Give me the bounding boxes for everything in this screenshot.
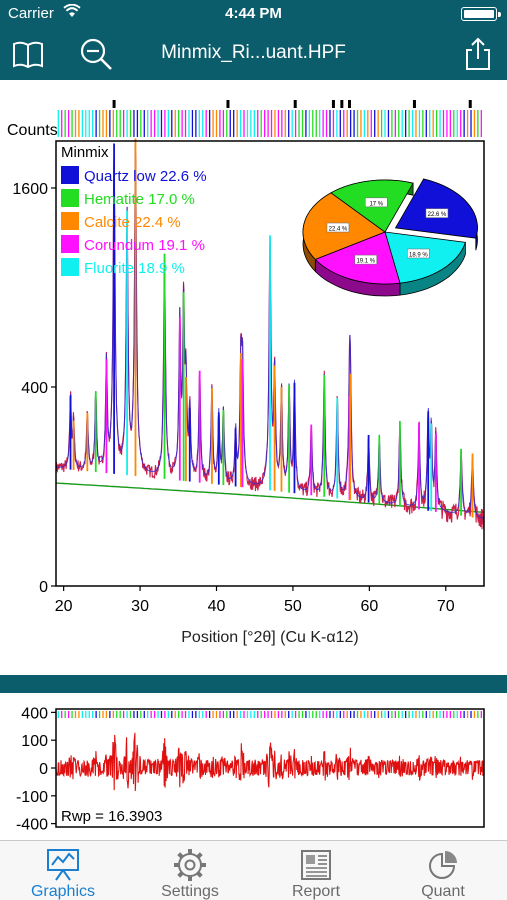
tab-label: Graphics bbox=[30, 883, 96, 900]
wifi-icon bbox=[63, 4, 81, 17]
report-icon bbox=[301, 850, 331, 880]
diffraction-pattern-chart[interactable]: Counts 0 400 1600 20 30 40 50 60 70 Minmix Quar… bbox=[0, 80, 507, 675]
residual-y-ticks: 400 100 0 -100 -400 bbox=[16, 705, 56, 834]
document-title: Minmix_Ri...uant.HPF bbox=[161, 42, 346, 63]
tab-label: Settings bbox=[161, 883, 219, 900]
residual-y-tick-label: 100 bbox=[21, 733, 48, 750]
legend-swatch bbox=[61, 258, 79, 276]
share-icon[interactable] bbox=[460, 36, 496, 72]
pie-label-box bbox=[326, 222, 350, 233]
pie-slice-label: 22.6 % bbox=[428, 212, 447, 218]
tab-label: Report bbox=[291, 883, 341, 900]
x-tick-label: 70 bbox=[437, 598, 455, 615]
tab-bar: Graphics Settings Report bbox=[0, 840, 507, 900]
x-axis-ticks: 20 30 40 50 60 70 bbox=[55, 586, 455, 615]
pie-slice-label: 18.9 % bbox=[409, 252, 428, 258]
pie-chart-icon bbox=[429, 851, 457, 879]
legend-entry: Calcite 22.4 % bbox=[84, 214, 181, 231]
pie-label-box bbox=[407, 248, 430, 259]
legend-swatch bbox=[61, 212, 79, 230]
legend-entry: Corundum 19.1 % bbox=[84, 237, 205, 254]
residual-y-tick-label: 400 bbox=[21, 705, 48, 722]
residual-y-tick-label: -400 bbox=[16, 817, 48, 834]
reflection-markers bbox=[57, 100, 482, 137]
pie-slice-label: 19.1 % bbox=[356, 259, 375, 265]
residual-y-tick-label: -100 bbox=[16, 789, 48, 806]
residual-line bbox=[55, 732, 485, 792]
residual-trace bbox=[55, 732, 485, 792]
legend-swatch bbox=[61, 189, 79, 207]
pie-label-box bbox=[365, 197, 388, 208]
pie-label-box bbox=[425, 208, 449, 218]
clock: 4:44 PM bbox=[225, 5, 282, 22]
tab-settings[interactable]: Settings bbox=[127, 841, 253, 900]
pie-label-box bbox=[354, 254, 378, 265]
gear-icon bbox=[174, 849, 206, 881]
x-tick-label: 30 bbox=[131, 598, 149, 615]
phase-legend: Minmix Quartz low 22.6 % Hematite 17.0 % C… bbox=[61, 144, 207, 277]
residual-y-tick-label: 0 bbox=[39, 761, 48, 778]
reflection-markers-residual bbox=[57, 711, 482, 718]
plot-frame bbox=[55, 140, 485, 587]
residual-chart[interactable]: 400 100 0 -100 -400 Rwp = 16.3903 bbox=[0, 693, 507, 840]
y-axis-ticks: 0 400 1600 bbox=[12, 181, 56, 596]
pie-slice-label: 17 % bbox=[369, 201, 383, 207]
y-tick-label: 0 bbox=[39, 579, 48, 596]
legend-title: Minmix bbox=[61, 144, 109, 161]
legend-entry: Hematite 17.0 % bbox=[84, 191, 195, 208]
tab-report[interactable]: Report bbox=[253, 841, 379, 900]
x-tick-label: 20 bbox=[55, 598, 73, 615]
y-tick-label: 400 bbox=[21, 380, 48, 397]
navigation-bar: Minmix_Ri...uant.HPF bbox=[0, 28, 507, 80]
status-bar: Carrier 4:44 PM bbox=[0, 0, 507, 28]
legend-entry: Fluorite 18.9 % bbox=[84, 260, 185, 277]
tab-graphics[interactable]: Graphics bbox=[0, 841, 126, 900]
phase-pie-chart: 22.6 % 18.9 % 19.1 % 22.4 % 17 % bbox=[302, 178, 478, 297]
graphics-icon bbox=[47, 849, 79, 881]
y-tick-label: 1600 bbox=[12, 181, 48, 198]
y-axis-label: Counts bbox=[7, 122, 58, 139]
carrier-label: Carrier bbox=[8, 5, 54, 22]
tab-quant[interactable]: Quant bbox=[380, 841, 506, 900]
residual-frame bbox=[55, 708, 485, 828]
tab-label: Quant bbox=[421, 883, 465, 900]
x-tick-label: 50 bbox=[284, 598, 302, 615]
plot-divider[interactable] bbox=[0, 675, 507, 693]
x-axis-label: Position [°2θ] (Cu K-α12) bbox=[181, 629, 359, 646]
x-tick-label: 60 bbox=[360, 598, 378, 615]
legend-swatch bbox=[61, 235, 79, 253]
x-tick-label: 40 bbox=[208, 598, 226, 615]
zoom-out-icon[interactable] bbox=[78, 36, 114, 72]
legend-entry: Quartz low 22.6 % bbox=[84, 168, 207, 185]
book-icon[interactable] bbox=[10, 36, 46, 72]
battery-icon bbox=[461, 7, 501, 21]
legend-swatch bbox=[61, 166, 79, 184]
pie-slice-label: 22.4 % bbox=[329, 227, 348, 233]
rwp-label: Rwp = 16.3903 bbox=[61, 808, 162, 825]
pattern-traces bbox=[55, 138, 485, 530]
